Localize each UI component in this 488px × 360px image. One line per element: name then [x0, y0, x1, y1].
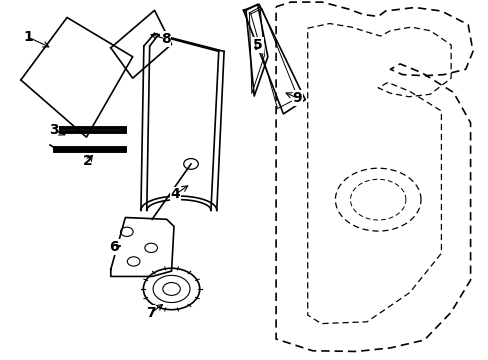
Text: 7: 7	[146, 306, 156, 320]
Text: 3: 3	[49, 123, 59, 137]
Text: 1: 1	[23, 30, 33, 44]
Text: 8: 8	[161, 32, 170, 46]
Text: 5: 5	[253, 38, 263, 52]
Text: 2: 2	[83, 154, 93, 168]
Text: 9: 9	[292, 91, 301, 105]
Text: 4: 4	[170, 187, 180, 201]
Text: 6: 6	[109, 240, 119, 254]
